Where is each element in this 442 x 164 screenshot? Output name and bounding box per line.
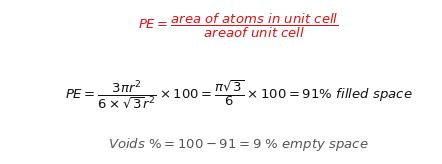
Text: $\mathit{PE} = \dfrac{3\pi r^{2}}{6 \times \sqrt{3}r^{2}} \times 100 = \dfrac{\p: $\mathit{PE} = \dfrac{3\pi r^{2}}{6 \tim… (65, 79, 412, 111)
Text: $\mathit{Voids\ \%} = 100 - 91 = 9\ \%\ \mathit{empty\ space}$: $\mathit{Voids\ \%} = 100 - 91 = 9\ \%\ … (108, 135, 369, 153)
Text: $\mathit{PE} = \dfrac{\mathit{area\ of\ atoms\ in\ unit\ cell}}{\mathit{areaof\ : $\mathit{PE} = \dfrac{\mathit{area\ of\ … (138, 11, 339, 40)
